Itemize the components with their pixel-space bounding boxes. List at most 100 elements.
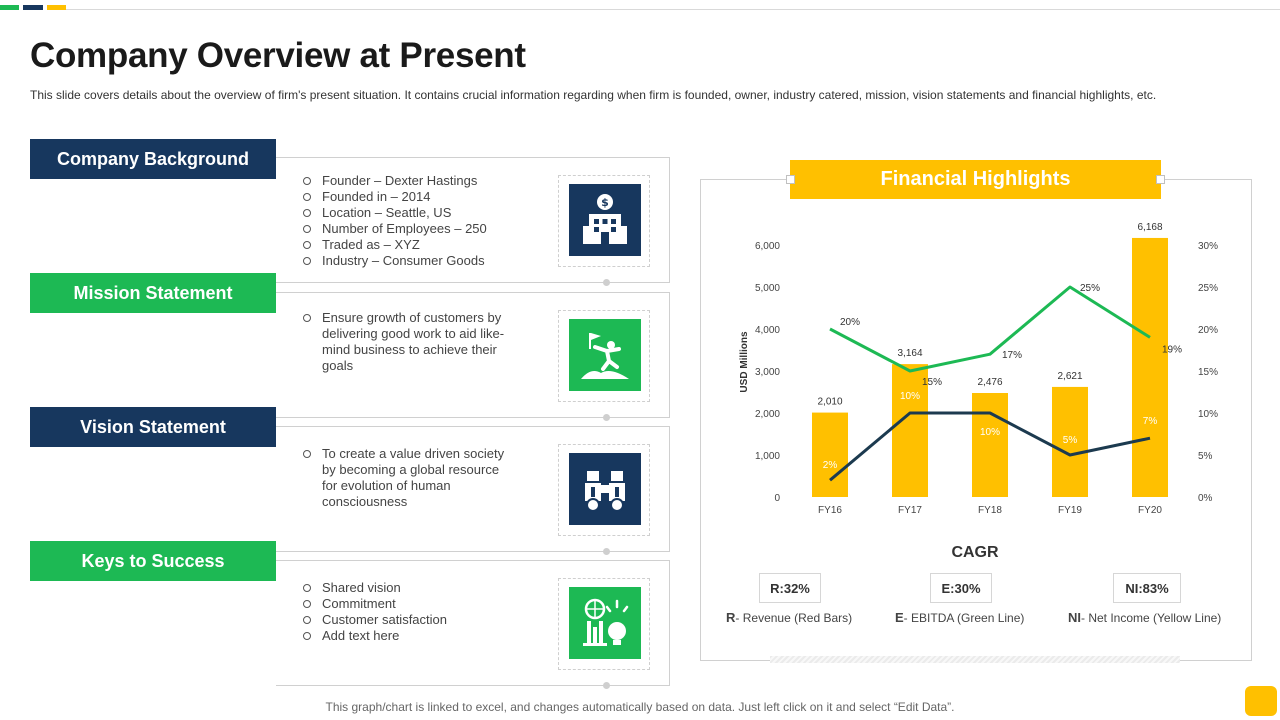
panel-connector-dot <box>603 279 610 286</box>
green-line-series: 20% 15% 17% 25% 19% <box>829 283 1182 388</box>
revenue-bar <box>1132 237 1168 497</box>
revenue-bar <box>812 412 848 497</box>
bar-value-labels: 2,010 3,164 2,476 2,621 6,168 <box>817 222 1162 408</box>
mission-statement-label: Mission Statement <box>30 273 276 313</box>
panel-connector-dot <box>603 682 610 689</box>
legend-key: E <box>895 610 904 625</box>
y2-tick-label: 30% <box>1198 241 1218 252</box>
y-tick-label: 3,000 <box>755 367 780 378</box>
panel-connector-dot <box>603 548 610 555</box>
y-tick-label: 1,000 <box>755 451 780 462</box>
y2-tick-label: 10% <box>1198 409 1218 420</box>
page-subtitle: This slide covers details about the over… <box>30 88 1157 102</box>
bar-value-label: 3,164 <box>897 348 922 359</box>
cagr-net-income-value: NI:83% <box>1113 573 1181 603</box>
green-line-label: 20% <box>840 317 860 328</box>
financial-highlights-header: Financial Highlights <box>790 160 1161 199</box>
green-line-label: 25% <box>1080 283 1100 294</box>
accent-navy <box>23 5 43 10</box>
keys-to-success-panel <box>276 560 670 689</box>
list-item: Founder – Dexter Hastings <box>302 173 532 189</box>
green-line-label: 19% <box>1162 344 1182 355</box>
keys-to-success-icon-frame <box>558 578 650 670</box>
panel-shadow <box>770 656 1180 663</box>
mission-statement-list: Ensure growth of customers by delivering… <box>302 310 512 374</box>
revenue-bar <box>1052 386 1088 497</box>
y-tick-label: 0 <box>774 493 780 504</box>
y-tick-label: 5,000 <box>755 283 780 294</box>
revenue-bar <box>972 393 1008 497</box>
y-tick-label: 6,000 <box>755 241 780 252</box>
bar-value-label: 2,476 <box>977 377 1002 388</box>
list-item: Shared vision <box>302 580 512 596</box>
revenue-bars <box>812 237 1168 497</box>
x-tick-label: FY17 <box>898 505 922 516</box>
legend-key: R <box>726 610 736 625</box>
y-axis-label: USD Millions <box>739 331 750 393</box>
green-line-label: 15% <box>922 377 942 388</box>
page-title: Company Overview at Present <box>30 36 526 75</box>
x-tick-label: FY16 <box>818 505 842 516</box>
vision-statement-icon-frame <box>558 444 650 536</box>
svg-text:$: $ <box>601 196 609 209</box>
cagr-title: CAGR <box>951 544 999 561</box>
y2-tick-label: 25% <box>1198 283 1218 294</box>
y-tick-label: 2,000 <box>755 409 780 420</box>
slide-corner-button[interactable] <box>1245 686 1277 716</box>
mission-statement-icon-frame <box>558 310 650 402</box>
revenue-bar <box>892 364 928 497</box>
cagr-ebitda-value: E:30% <box>930 573 992 603</box>
vision-statement-label: Vision Statement <box>30 407 276 447</box>
bar-value-label: 2,010 <box>817 397 842 408</box>
company-background-list: Founder – Dexter Hastings Founded in – 2… <box>302 173 532 269</box>
cagr-revenue-legend: R- Revenue (Red Bars) <box>726 610 853 625</box>
y-tick-label: 4,000 <box>755 325 780 336</box>
hotel-building-icon: $ <box>569 184 641 256</box>
resize-handle[interactable] <box>1156 175 1165 184</box>
list-item: Customer satisfaction <box>302 612 512 628</box>
company-background-panel <box>276 157 670 286</box>
dark-line <box>829 411 1151 482</box>
green-line-label: 17% <box>1002 350 1022 361</box>
y2-axis-ticks: 0% 5% 10% 15% 20% 25% 30% <box>1198 241 1218 504</box>
resize-handle[interactable] <box>786 175 795 184</box>
y-axis-ticks: 0 1,000 2,000 3,000 4,000 5,000 6,000 <box>755 241 780 504</box>
top-divider <box>66 9 1280 10</box>
legend-desc: Revenue (Red Bars) <box>742 611 853 625</box>
bar-value-label: 6,168 <box>1137 222 1162 233</box>
bar-value-label: 2,621 <box>1057 371 1082 382</box>
list-item: Commitment <box>302 596 512 612</box>
company-background-icon-frame: $ <box>558 175 650 267</box>
cagr-revenue-value: R:32% <box>759 573 821 603</box>
y2-tick-label: 0% <box>1198 493 1213 504</box>
dark-line-series: 2% 10% 10% 5% 7% <box>823 391 1157 482</box>
y2-tick-label: 20% <box>1198 325 1218 336</box>
accent-yellow <box>47 5 66 10</box>
x-tick-label: FY20 <box>1138 505 1162 516</box>
dark-line-label: 10% <box>980 427 1000 438</box>
list-item: Industry – Consumer Goods <box>302 253 532 269</box>
dark-line-label: 10% <box>900 391 920 402</box>
vision-statement-list: To create a value driven society by beco… <box>302 446 512 510</box>
keys-to-success-label: Keys to Success <box>30 541 276 581</box>
top-accent-bar <box>0 0 1280 12</box>
panel-connector-dot <box>603 414 610 421</box>
mission-statement-panel <box>276 292 670 421</box>
footer-note: This graph/chart is linked to excel, and… <box>325 700 955 714</box>
list-item: Number of Employees – 250 <box>302 221 532 237</box>
dark-line-label: 5% <box>1063 435 1078 446</box>
legend-key: NI <box>1068 610 1081 625</box>
y2-tick-label: 5% <box>1198 451 1213 462</box>
list-item: Traded as – XYZ <box>302 237 532 253</box>
legend-desc: Net Income (Yellow Line) <box>1088 611 1222 625</box>
vision-statement-panel <box>276 426 670 555</box>
list-item: Ensure growth of customers by delivering… <box>302 310 512 374</box>
list-item: To create a value driven society by beco… <box>302 446 512 510</box>
x-axis-ticks: FY16 FY17 FY18 FY19 FY20 <box>818 505 1162 516</box>
dark-line-label: 2% <box>823 460 838 471</box>
legend-desc: EBITDA (Green Line) <box>911 611 1025 625</box>
green-line <box>829 285 1151 373</box>
keys-to-success-list: Shared vision Commitment Customer satisf… <box>302 580 512 644</box>
idea-strategy-icon <box>569 587 641 659</box>
